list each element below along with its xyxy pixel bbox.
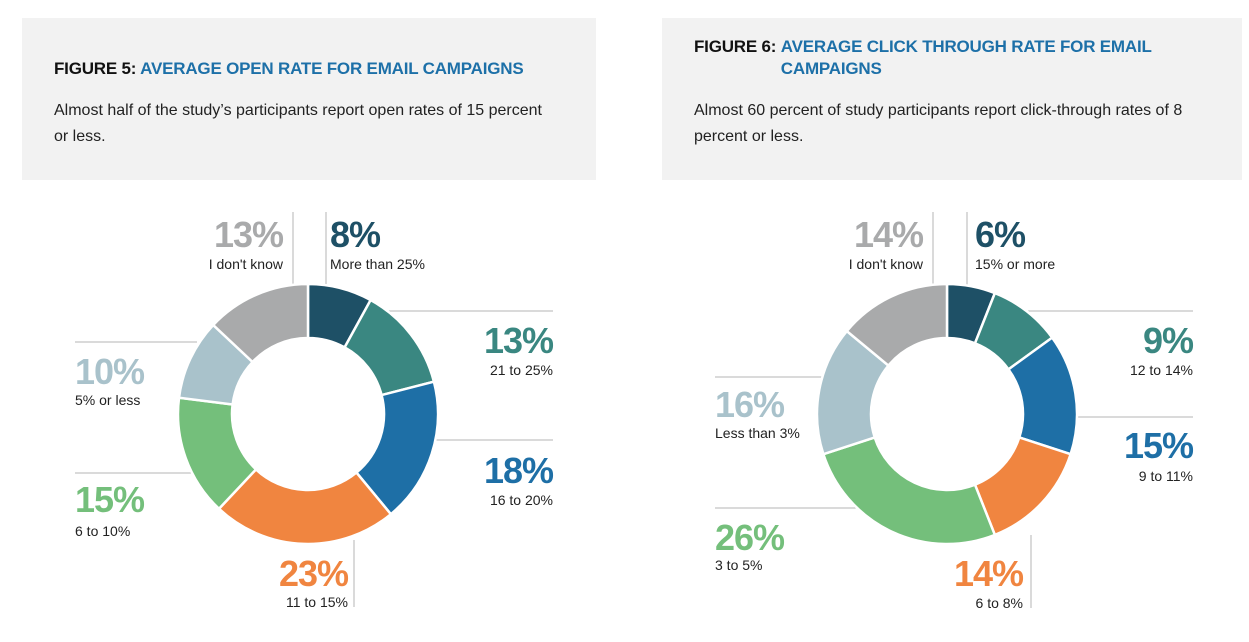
slice-value-label: 10% [75,351,145,392]
slice-category-label: 15% or more [975,256,1055,272]
slice-value-label: 15% [1124,425,1194,466]
slice-value-label: 14% [854,214,924,255]
slice-category-label: 6 to 8% [976,595,1023,611]
slice-value-label: 6% [975,214,1026,255]
figure-5-number: FIGURE 5: [54,59,137,78]
slice-value-label: 9% [1143,320,1194,361]
slice-category-label: Less than 3% [715,425,800,441]
slice-category-label: 5% or less [75,392,140,408]
slice-category-label: More than 25% [330,256,425,272]
donut-chart-1: 8%More than 25%13%21 to 25%18%16 to 20%2… [75,212,555,610]
donut-slice [845,282,949,368]
slice-category-label: 21 to 25% [490,362,553,378]
slice-value-label: 26% [715,517,785,558]
slice-category-label: 9 to 11% [1139,468,1193,484]
slice-category-label: I don't know [209,256,284,272]
slice-category-label: I don't know [849,256,924,272]
figure-6-description: Almost 60 percent of study participants … [694,102,1183,145]
figure-6-name: AVERAGE CLICK THROUGH RATE FOR EMAIL CAM… [780,37,1152,78]
figure-6-header: FIGURE 6: AVERAGE CLICK THROUGH RATE FOR… [662,18,1242,180]
slice-value-label: 13% [484,320,554,361]
donut-slice [211,282,310,364]
figure-5-title: FIGURE 5: AVERAGE OPEN RATE FOR EMAIL CA… [54,58,594,80]
donut-slice [821,435,997,546]
figure-6-title: FIGURE 6: AVERAGE CLICK THROUGH RATE FOR… [694,36,1234,80]
slice-value-label: 18% [484,450,554,491]
slice-value-label: 15% [75,479,145,520]
figure-6-number: FIGURE 6: [694,37,777,56]
figure-5-name: AVERAGE OPEN RATE FOR EMAIL CAMPAIGNS [140,59,524,78]
slice-category-label: 11 to 15% [286,594,348,610]
figure-5-description: Almost half of the study’s participants … [54,102,542,145]
slice-value-label: 16% [715,384,785,425]
slice-category-label: 6 to 10% [75,523,130,539]
slice-category-label: 16 to 20% [490,492,553,508]
slice-category-label: 3 to 5% [715,557,762,573]
slice-value-label: 23% [279,553,349,594]
slice-value-label: 14% [954,553,1024,594]
slice-value-label: 8% [330,214,381,255]
slice-value-label: 13% [214,214,284,255]
slice-category-label: 12 to 14% [1130,362,1193,378]
figure-5-header: FIGURE 5: AVERAGE OPEN RATE FOR EMAIL CA… [22,18,596,180]
